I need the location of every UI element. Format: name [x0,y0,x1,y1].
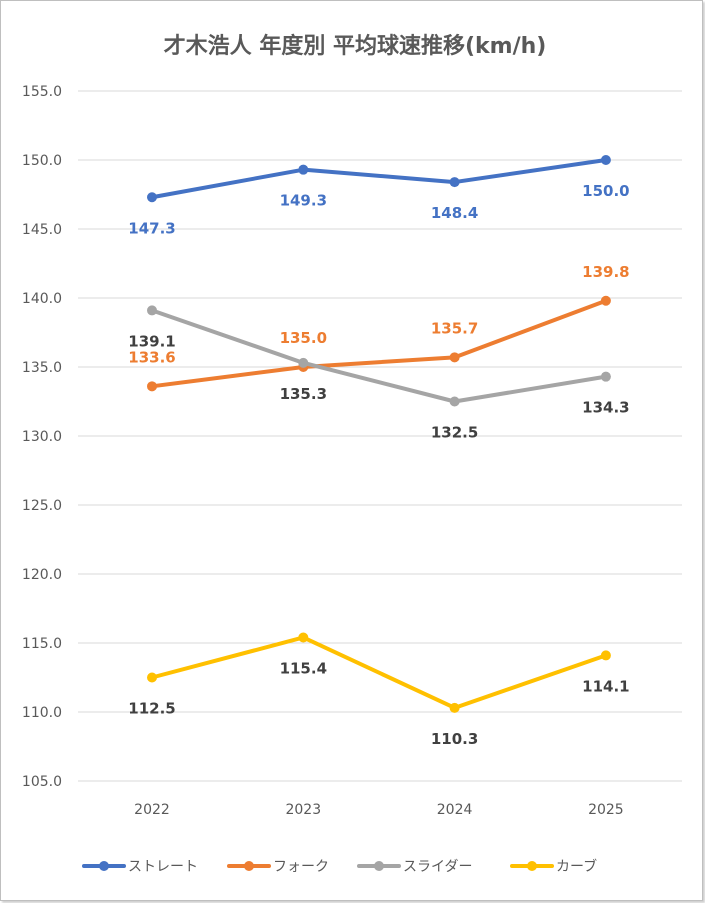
data-point [600,155,611,165]
data-point [449,352,460,363]
legend-label: スライダー [403,859,472,875]
data-point [600,650,611,661]
legend-marker [527,861,537,871]
data-point [147,305,157,316]
data-point [147,381,157,392]
data-point [298,357,309,368]
data-label: 149.3 [280,192,327,210]
data-point [298,164,309,175]
legend-marker [99,861,109,871]
data-label: 110.3 [431,730,478,748]
y-tick-label: 125.0 [22,498,62,514]
chart-title: 才木浩人 年度別 平均球速推移(km/h) [164,33,547,59]
data-label: 133.6 [128,348,175,366]
legend-item: カーブ [510,858,597,875]
x-tick-label: 2025 [588,802,624,818]
data-point [298,632,309,643]
legend-item: スライダー [357,859,472,875]
y-tick-label: 155.0 [22,84,62,100]
y-tick-label: 120.0 [22,567,62,583]
legend-label: ストレート [128,859,198,875]
data-label: 132.5 [431,424,478,442]
legend-item: ストレート [82,859,198,875]
data-label: 114.1 [582,677,629,695]
data-label: 148.4 [431,204,478,222]
x-tick-label: 2024 [437,802,473,818]
series-line [151,158,607,200]
series-1: 133.6 135.0 135.7 139.8 [128,263,630,392]
data-point [449,396,460,407]
series-line [151,298,607,389]
series-3: 112.5 115.4 110.3 114.1 [128,632,630,748]
series-2: 139.1 135.3 132.5 134.3 [128,305,630,442]
series-0: 147.3 149.3 148.4 150.0 [128,155,630,237]
data-label: 139.1 [128,332,175,350]
x-tick-label: 2022 [134,802,170,818]
data-label: 135.0 [280,329,327,347]
data-label: 112.5 [128,700,175,718]
x-tick-label: 2023 [285,802,321,818]
y-tick-label: 105.0 [22,774,62,790]
legend-label: フォーク [273,859,329,875]
legend-label: カーブ [556,858,597,875]
data-label: 115.4 [280,659,327,677]
data-point [600,371,611,382]
y-tick-label: 135.0 [22,360,62,376]
y-tick-label: 115.0 [22,636,62,652]
series-line [151,308,607,404]
y-tick-label: 150.0 [22,153,62,169]
data-label: 147.3 [128,219,175,237]
y-tick-label: 140.0 [22,291,62,307]
data-point [600,295,611,306]
data-label: 135.3 [280,385,327,403]
y-tick-label: 130.0 [22,429,62,445]
data-label: 134.3 [582,399,629,417]
legend-marker [374,861,384,871]
data-label: 135.7 [431,319,478,337]
data-point [449,177,460,188]
data-point [449,702,460,713]
y-tick-label: 110.0 [22,705,62,721]
y-tick-label: 145.0 [22,222,62,238]
data-label: 150.0 [582,182,629,200]
data-point [147,672,157,683]
data-label: 139.8 [582,263,629,281]
legend-item: フォーク [227,859,329,875]
data-point [147,192,157,203]
legend-marker [244,861,254,871]
series-line [151,635,607,710]
